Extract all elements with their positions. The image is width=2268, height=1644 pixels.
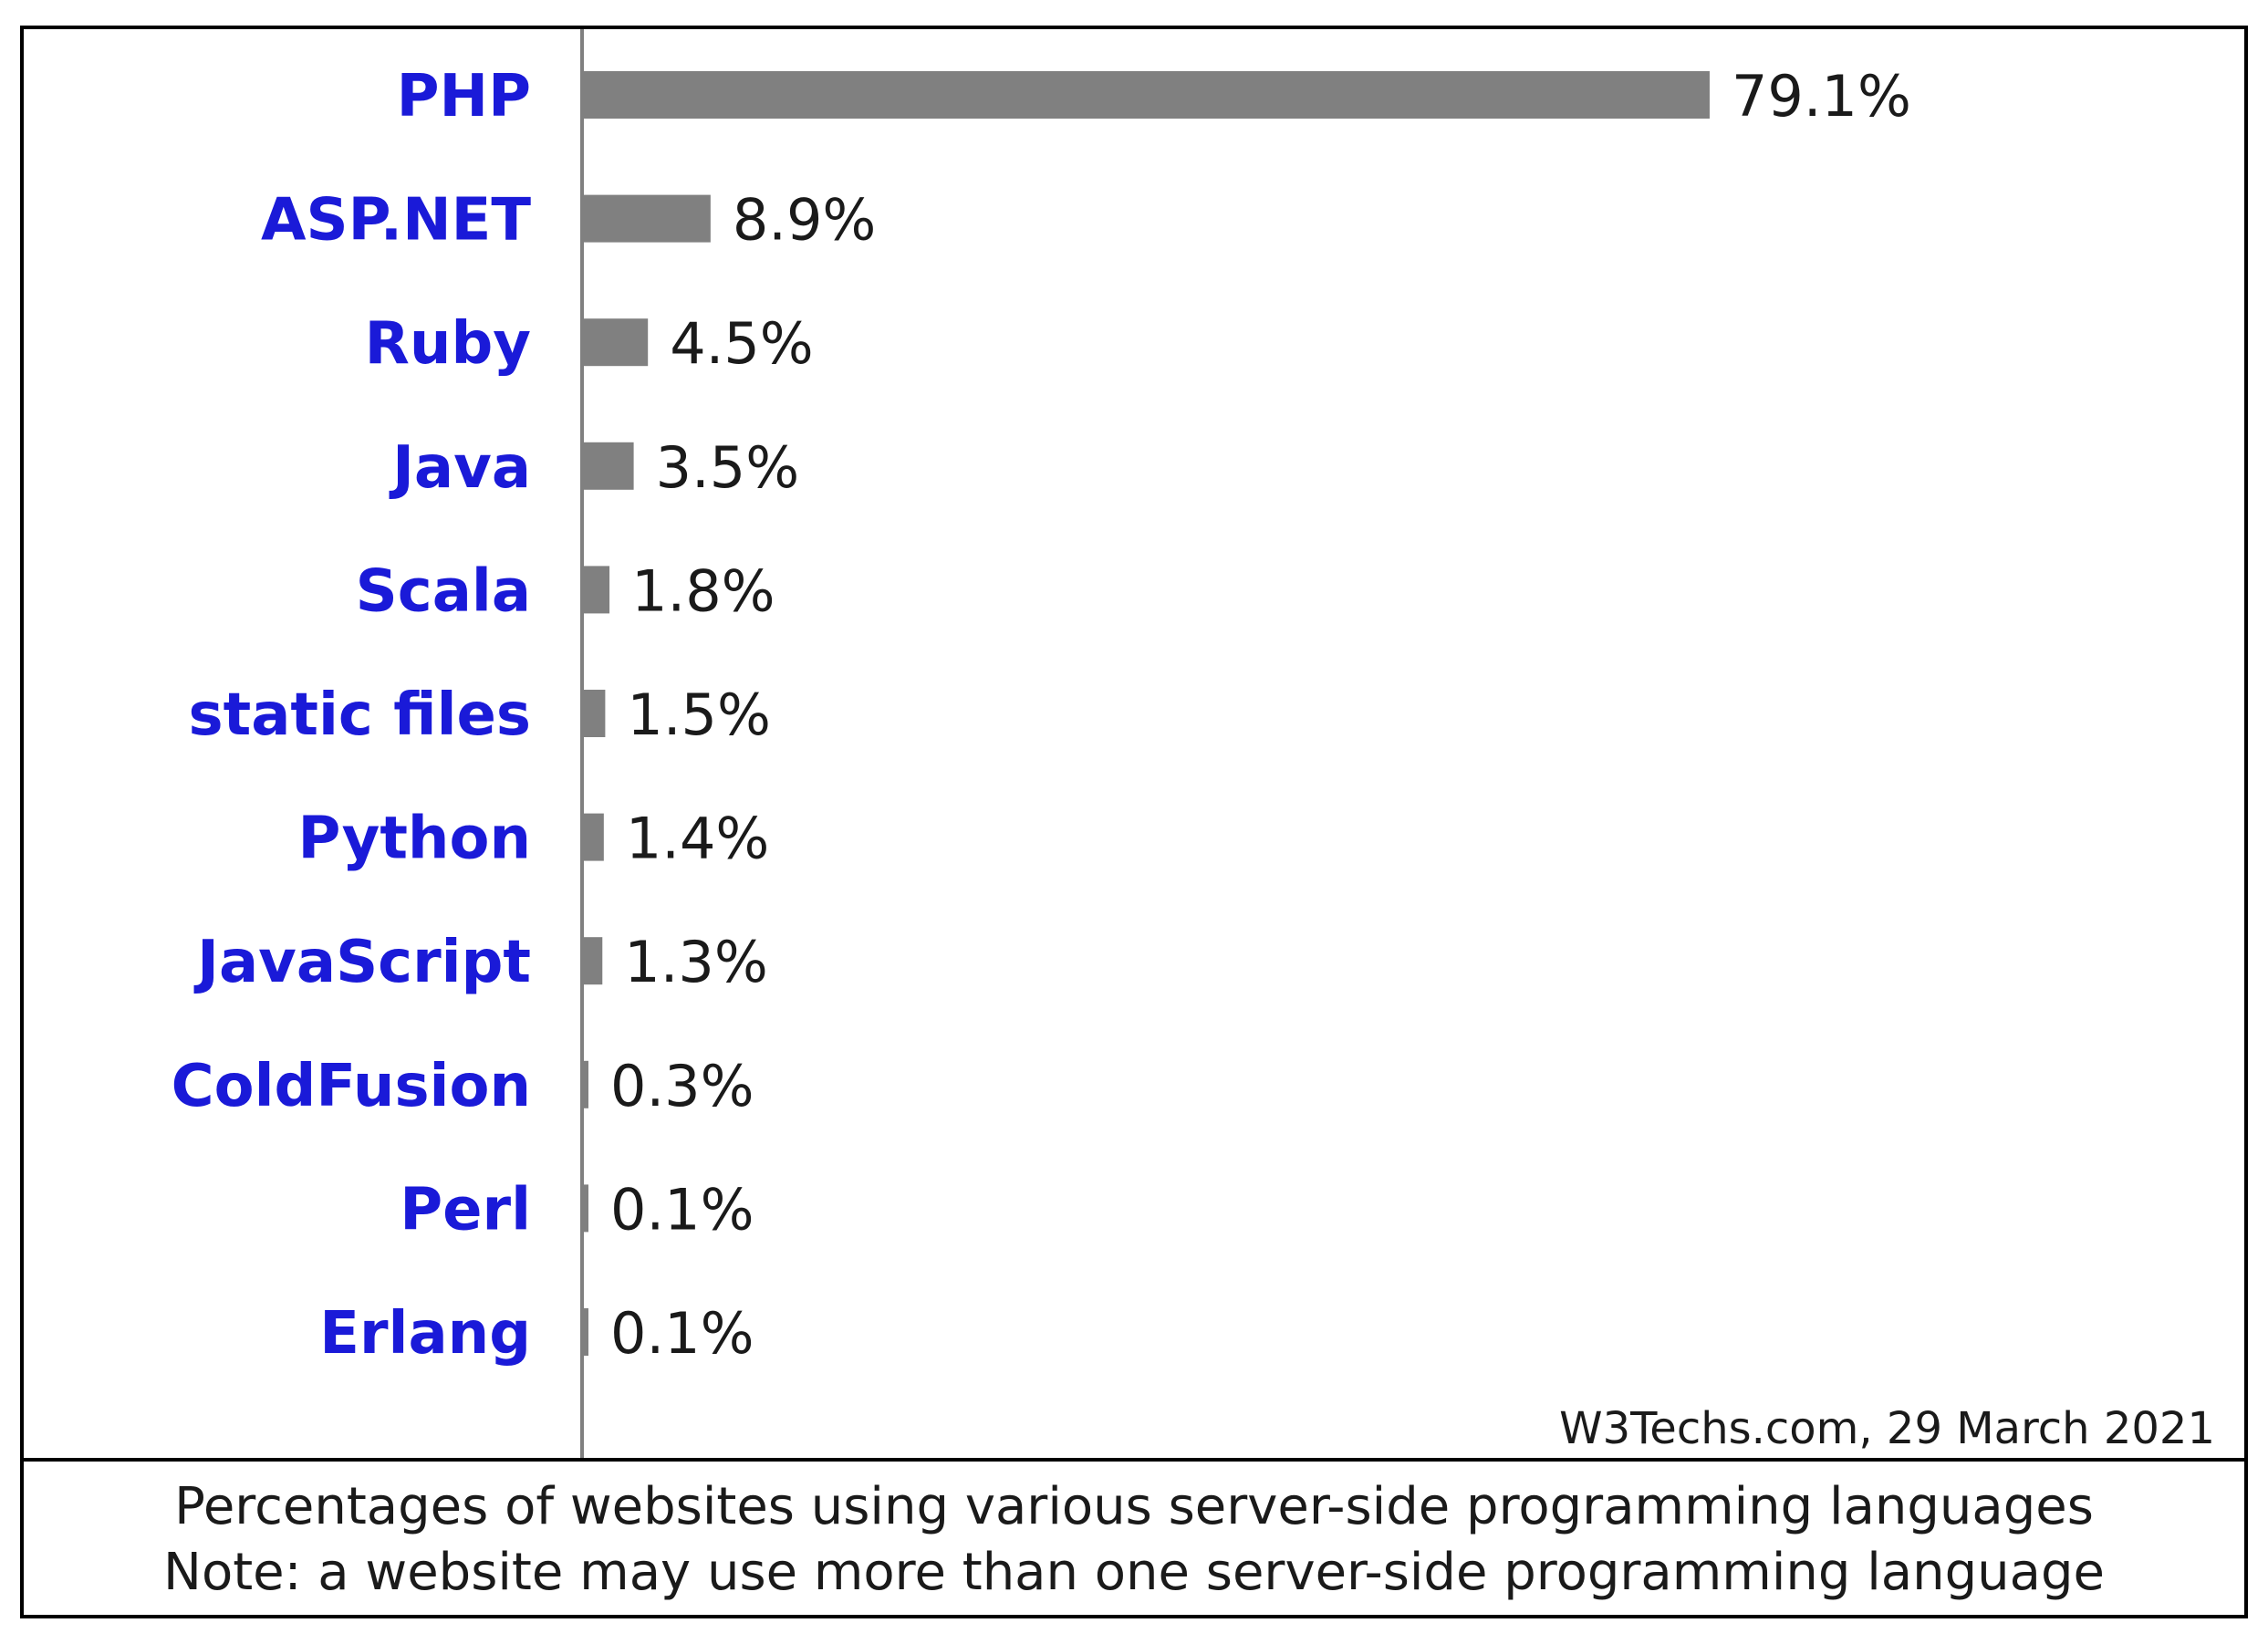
value-label-coldfusion: 0.3%: [610, 1053, 754, 1119]
value-label-java: 3.5%: [656, 434, 800, 501]
bars-layer: [584, 71, 1710, 1356]
category-label-javascript[interactable]: JavaScript: [193, 929, 531, 996]
bar-python: [584, 813, 604, 861]
labels-layer: PHP 79.1% ASP.NET 8.9% Ruby 4.5% Java 3.5% Scala…: [172, 63, 1911, 1368]
category-label-java[interactable]: Java: [389, 434, 531, 502]
bar-java: [584, 442, 634, 490]
bar-php: [584, 71, 1710, 119]
bar-asp-net: [584, 194, 711, 243]
value-label-static-files: 1.5%: [627, 682, 771, 748]
value-label-perl: 0.1%: [610, 1176, 754, 1243]
bar-javascript: [584, 937, 603, 985]
value-label-asp-net: 8.9%: [733, 187, 877, 254]
bar-chart: PHP 79.1% ASP.NET 8.9% Ruby 4.5% Java 3.5% Scala…: [172, 29, 1911, 1460]
category-label-asp-net[interactable]: ASP.NET: [261, 187, 531, 255]
category-label-ruby[interactable]: Ruby: [365, 310, 531, 378]
category-label-erlang[interactable]: Erlang: [319, 1300, 531, 1368]
value-label-scala: 1.8%: [631, 557, 775, 624]
bar-coldfusion: [584, 1060, 588, 1108]
caption-line-2: Note: a website may use more than one se…: [163, 1543, 2105, 1602]
value-label-javascript: 1.3%: [624, 929, 768, 995]
category-label-coldfusion[interactable]: ColdFusion: [172, 1053, 531, 1120]
category-label-perl[interactable]: Perl: [400, 1176, 531, 1243]
category-label-php[interactable]: PHP: [397, 63, 531, 130]
category-label-static-files[interactable]: static files: [189, 682, 532, 749]
value-label-python: 1.4%: [626, 806, 770, 872]
value-label-php: 79.1%: [1732, 63, 1911, 130]
source-note: W3Techs.com, 29 March 2021: [1559, 1403, 2215, 1454]
value-label-erlang: 0.1%: [610, 1300, 754, 1367]
value-label-ruby: 4.5%: [670, 310, 814, 377]
category-label-scala[interactable]: Scala: [356, 557, 531, 625]
bar-ruby: [584, 318, 649, 367]
bar-erlang: [584, 1308, 588, 1356]
bar-perl: [584, 1184, 588, 1233]
bar-static-files: [584, 690, 606, 737]
chart-frame: PHP 79.1% ASP.NET 8.9% Ruby 4.5% Java 3.5% Scala…: [20, 26, 2248, 1618]
caption-line-1: Percentages of websites using various se…: [174, 1477, 2094, 1536]
chart-caption: Percentages of websites using various se…: [24, 1458, 2244, 1618]
category-label-python[interactable]: Python: [298, 806, 532, 873]
bar-scala: [584, 566, 610, 614]
